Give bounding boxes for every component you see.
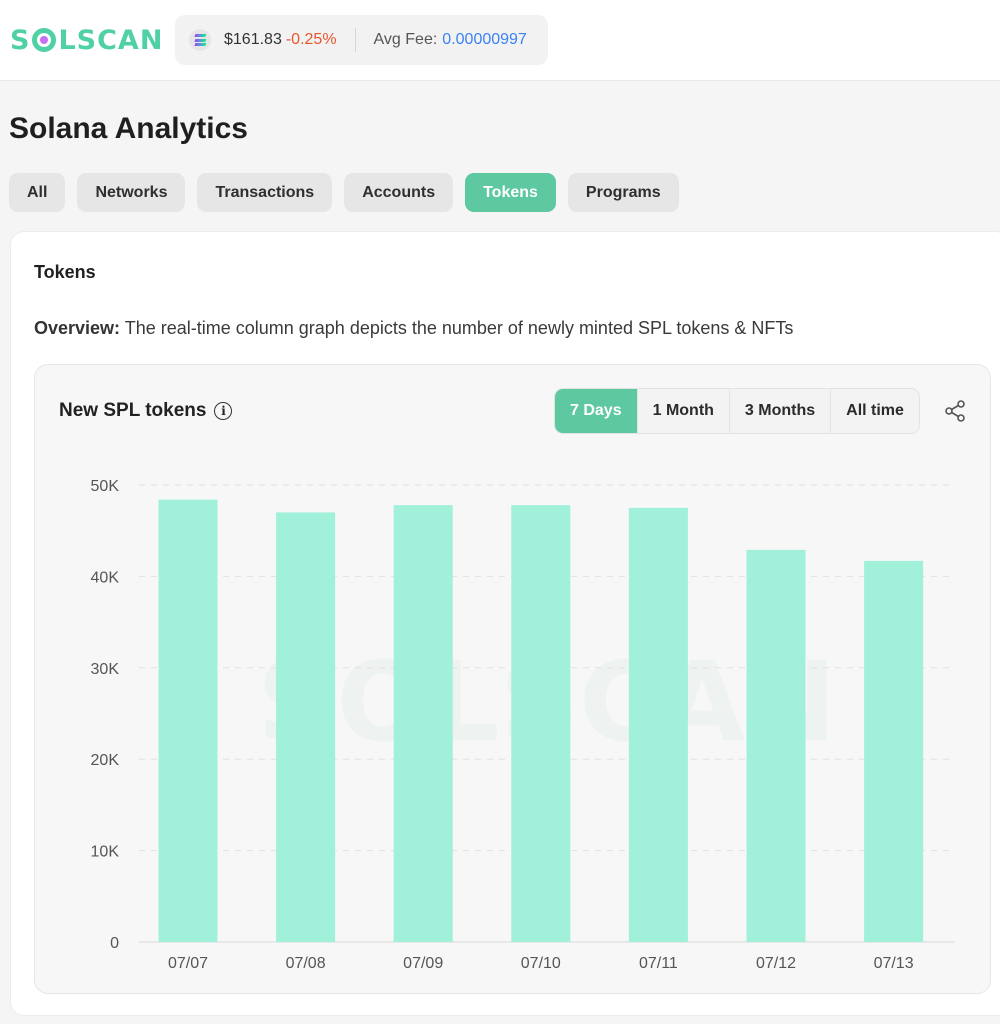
y-tick-label: 0 <box>110 935 119 952</box>
tab-networks[interactable]: Networks <box>77 173 186 212</box>
bar-07-13[interactable] <box>864 560 924 942</box>
avg-fee-value: 0.00000997 <box>442 31 527 48</box>
top-bar: S LSCAN $161.83 -0.25% Avg Fee: 0.0000099… <box>0 0 1000 81</box>
analytics-tabs: All Networks Transactions Accounts Token… <box>9 173 679 212</box>
solscan-logo[interactable]: S LSCAN <box>10 24 164 56</box>
bar-07-12[interactable] <box>746 549 806 942</box>
price-ticker: $161.83 -0.25% Avg Fee: 0.00000997 <box>175 15 548 65</box>
bar-07-11[interactable] <box>628 507 688 942</box>
section-title: Tokens <box>34 262 96 282</box>
range-1-month[interactable]: 1 Month <box>636 389 729 433</box>
sol-price: $161.83 <box>224 31 282 48</box>
tab-tokens[interactable]: Tokens <box>465 173 556 212</box>
overview-text: Overview: The real-time column graph dep… <box>34 318 793 339</box>
avg-fee-label: Avg Fee: <box>373 31 438 48</box>
chart-title: New SPL tokens i <box>59 400 233 422</box>
chart-card: New SPL tokens i 7 Days 1 Month 3 Months… <box>34 364 991 994</box>
x-tick-label: 07/08 <box>286 955 326 972</box>
sol-price-change: -0.25% <box>285 31 337 48</box>
time-range-selector: 7 Days 1 Month 3 Months All time <box>554 388 920 434</box>
tab-transactions[interactable]: Transactions <box>197 173 333 212</box>
y-tick-label: 50K <box>91 478 120 495</box>
logo-o-icon <box>32 28 57 52</box>
range-7-days[interactable]: 7 Days <box>555 389 637 433</box>
y-tick-label: 20K <box>91 752 120 769</box>
bar-chart: SOLSCAN010K20K30K40K50K07/0707/0807/0907… <box>91 478 955 972</box>
tab-accounts[interactable]: Accounts <box>344 173 454 212</box>
x-tick-label: 07/13 <box>874 955 914 972</box>
page-title: Solana Analytics <box>9 112 248 145</box>
x-tick-label: 07/12 <box>756 955 796 972</box>
range-all-time[interactable]: All time <box>830 389 919 433</box>
share-icon[interactable] <box>943 399 967 423</box>
tab-all[interactable]: All <box>9 173 66 212</box>
range-3-months[interactable]: 3 Months <box>728 389 830 433</box>
info-icon[interactable]: i <box>214 402 233 420</box>
tab-programs[interactable]: Programs <box>567 173 679 212</box>
x-tick-label: 07/09 <box>403 955 443 972</box>
x-tick-label: 07/10 <box>521 955 561 972</box>
bar-07-07[interactable] <box>158 499 218 942</box>
x-tick-label: 07/07 <box>168 955 208 972</box>
tokens-card: Tokens Overview: The real-time column gr… <box>10 231 1000 1016</box>
chart-title-text: New SPL tokens <box>59 400 207 421</box>
divider <box>354 28 356 52</box>
solana-icon <box>189 29 211 51</box>
y-tick-label: 40K <box>91 569 120 586</box>
x-tick-label: 07/11 <box>639 955 678 972</box>
overview-description: The real-time column graph depicts the n… <box>120 318 794 338</box>
overview-label: Overview: <box>34 318 121 338</box>
y-tick-label: 30K <box>91 661 120 678</box>
bar-07-10[interactable] <box>511 505 571 942</box>
bar-07-09[interactable] <box>393 505 453 942</box>
bar-07-08[interactable] <box>276 512 336 942</box>
y-tick-label: 10K <box>91 844 120 861</box>
